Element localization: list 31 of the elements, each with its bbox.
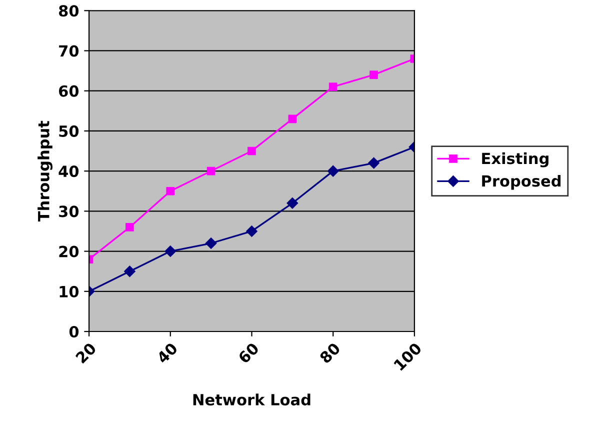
x-tick-label: 20 (75, 342, 97, 364)
y-axis-title: Throughput (38, 120, 52, 222)
point (124, 266, 136, 277)
y-tick-label: 40 (58, 166, 79, 178)
point (368, 157, 380, 169)
y-tick-label: 30 (59, 206, 79, 218)
y-tick-label: 80 (58, 5, 79, 17)
point (205, 238, 217, 249)
point (286, 198, 298, 209)
legend-label: Existing (482, 152, 548, 168)
point (166, 186, 175, 196)
point (288, 114, 297, 124)
point (126, 223, 134, 232)
point (206, 166, 216, 176)
point (246, 226, 258, 237)
y-tick-label: 0 (69, 326, 79, 338)
x-tick-label: 60 (238, 342, 260, 364)
y-tick-label: 20 (59, 246, 79, 258)
y-tick-label: 60 (58, 85, 79, 97)
legend-label: Proposed (482, 174, 561, 190)
x-tick-label: 40 (156, 342, 178, 364)
x-axis-title: Network Load (193, 394, 310, 406)
point (327, 165, 339, 177)
point (248, 146, 256, 156)
point (328, 82, 338, 91)
x-tick-label: 80 (318, 342, 341, 364)
y-tick-label: 50 (59, 125, 79, 137)
y-tick-label: 10 (60, 286, 79, 298)
point (164, 246, 176, 257)
y-tick-label: 70 (59, 45, 79, 57)
point (370, 70, 378, 79)
